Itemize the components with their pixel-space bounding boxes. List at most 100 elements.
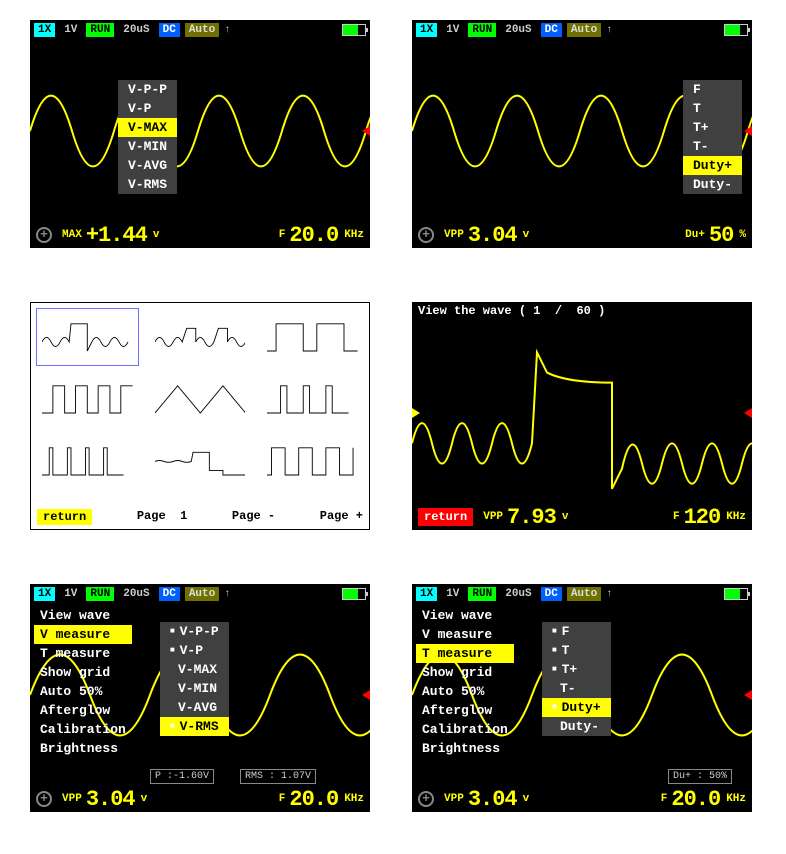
sub-t[interactable]: T	[542, 641, 611, 660]
menu-brightness[interactable]: Brightness	[34, 739, 132, 758]
zoom-icon[interactable]: +	[36, 791, 52, 807]
menu-t-measure[interactable]: T measure	[416, 644, 514, 663]
sub-duty-plus[interactable]: Duty+	[542, 698, 611, 717]
freq-value: 20.0	[289, 223, 338, 248]
menu-v-min[interactable]: V-MIN	[118, 137, 177, 156]
v-measure-submenu[interactable]: V-P-P V-P V-MAX V-MIN V-AVG V-RMS	[160, 622, 229, 736]
t-measure-submenu[interactable]: F T T+ T- Duty+ Duty-	[542, 622, 611, 736]
gallery-page-prev[interactable]: Page -	[232, 509, 275, 525]
freq-value: 20.0	[671, 787, 720, 812]
wave-thumb-4[interactable]	[37, 371, 138, 427]
zoom-icon[interactable]: +	[418, 227, 434, 243]
menu-v-p-p[interactable]: V-P-P	[118, 80, 177, 99]
run-badge: RUN	[468, 587, 496, 601]
bottom-measurement-bar: + VPP 3.04 v F 20.0 KHz	[30, 786, 370, 812]
meas-value: 3.04	[468, 223, 517, 248]
sub-t-plus[interactable]: T+	[542, 660, 611, 679]
zoom-icon[interactable]: +	[36, 227, 52, 243]
menu-duty-minus[interactable]: Duty-	[683, 175, 742, 194]
menu-t-plus[interactable]: T+	[683, 118, 742, 137]
main-menu[interactable]: View wave V measure T measure Show grid …	[34, 606, 132, 758]
waveform-gallery: return Page 1 Page - Page +	[30, 302, 370, 530]
bottom-measurement-bar: return VPP 7.93 v F 120 KHz	[412, 504, 752, 530]
menu-v-avg[interactable]: V-AVG	[118, 156, 177, 175]
menu-v-p[interactable]: V-P	[118, 99, 177, 118]
wave-thumb-7[interactable]	[37, 433, 138, 489]
probe-badge: 1X	[34, 587, 55, 601]
waveform-area: V-P-P V-P V-MAX V-MIN V-AVG V-RMS	[30, 40, 370, 222]
menu-t-measure[interactable]: T measure	[34, 644, 132, 663]
menu-v-measure[interactable]: V measure	[34, 625, 132, 644]
menu-view-wave[interactable]: View wave	[34, 606, 132, 625]
wave-thumb-3[interactable]	[262, 309, 363, 365]
menu-t-minus[interactable]: T-	[683, 137, 742, 156]
menu-show-grid[interactable]: Show grid	[416, 663, 514, 682]
menu-calibration[interactable]: Calibration	[416, 720, 514, 739]
wave-thumb-6[interactable]	[262, 371, 363, 427]
vdiv-badge: 1V	[442, 23, 463, 37]
battery-icon	[342, 24, 366, 36]
menu-auto-50[interactable]: Auto 50%	[416, 682, 514, 701]
menu-auto-50[interactable]: Auto 50%	[34, 682, 132, 701]
tdiv-badge: 20uS	[501, 587, 535, 601]
sub-f[interactable]: F	[542, 622, 611, 641]
meas-unit: v	[141, 793, 148, 805]
tdiv-badge: 20uS	[119, 23, 153, 37]
meas-label: VPP	[483, 511, 503, 523]
probe-badge: 1X	[416, 587, 437, 601]
menu-show-grid[interactable]: Show grid	[34, 663, 132, 682]
probe-badge: 1X	[416, 23, 437, 37]
sub-v-p[interactable]: V-P	[160, 641, 229, 660]
status-p: P :-1.60V	[150, 769, 214, 784]
main-menu[interactable]: View wave V measure T measure Show grid …	[416, 606, 514, 758]
v-measure-menu[interactable]: V-P-P V-P V-MAX V-MIN V-AVG V-RMS	[118, 80, 177, 194]
menu-v-rms[interactable]: V-RMS	[118, 175, 177, 194]
trigger-edge-icon: ↑	[606, 25, 612, 36]
gallery-page-next[interactable]: Page +	[320, 509, 363, 525]
wave-thumb-5[interactable]	[150, 371, 251, 427]
wave-thumb-2[interactable]	[150, 309, 251, 365]
coupling-badge: DC	[541, 23, 562, 37]
t-measure-menu[interactable]: F T T+ T- Duty+ Duty-	[683, 80, 742, 194]
trigger-edge-icon: ↑	[606, 589, 612, 600]
coupling-badge: DC	[541, 587, 562, 601]
sub-duty-minus[interactable]: Duty-	[542, 717, 611, 736]
menu-brightness[interactable]: Brightness	[416, 739, 514, 758]
sub-v-max[interactable]: V-MAX	[160, 660, 229, 679]
trigger-badge: Auto	[567, 23, 601, 37]
sub-v-min[interactable]: V-MIN	[160, 679, 229, 698]
menu-afterglow[interactable]: Afterglow	[416, 701, 514, 720]
oscilloscope-panel-5: 1X 1V RUN 20uS DC Auto ↑ View wave V mea…	[30, 584, 370, 812]
menu-view-wave[interactable]: View wave	[416, 606, 514, 625]
freq-unit: %	[739, 229, 746, 241]
sub-v-p-p[interactable]: V-P-P	[160, 622, 229, 641]
wave-thumb-1[interactable]	[37, 309, 138, 365]
zoom-icon[interactable]: +	[418, 791, 434, 807]
gallery-return-button[interactable]: return	[37, 509, 92, 525]
top-status-bar: 1X 1V RUN 20uS DC Auto ↑	[412, 584, 752, 604]
wave-thumb-9[interactable]	[262, 433, 363, 489]
trigger-marker-right	[362, 690, 370, 700]
battery-icon	[724, 24, 748, 36]
sub-v-rms[interactable]: V-RMS	[160, 717, 229, 736]
freq-label: F	[673, 511, 680, 523]
freq-unit: KHz	[726, 511, 746, 523]
coupling-badge: DC	[159, 23, 180, 37]
return-button[interactable]: return	[418, 508, 473, 526]
freq-label: F	[661, 793, 668, 805]
menu-calibration[interactable]: Calibration	[34, 720, 132, 739]
sub-t-minus[interactable]: T-	[542, 679, 611, 698]
wave-thumb-8[interactable]	[150, 433, 251, 489]
bottom-measurement-bar: + VPP 3.04 v F 20.0 KHz	[412, 786, 752, 812]
menu-f[interactable]: F	[683, 80, 742, 99]
sub-v-avg[interactable]: V-AVG	[160, 698, 229, 717]
menu-afterglow[interactable]: Afterglow	[34, 701, 132, 720]
menu-t[interactable]: T	[683, 99, 742, 118]
menu-v-measure[interactable]: V measure	[416, 625, 514, 644]
menu-duty-plus[interactable]: Duty+	[683, 156, 742, 175]
freq-label: F	[279, 793, 286, 805]
top-status-bar: 1X 1V RUN 20uS DC Auto ↑	[412, 20, 752, 40]
trigger-badge: Auto	[567, 587, 601, 601]
menu-v-max[interactable]: V-MAX	[118, 118, 177, 137]
waveform-area: F T T+ T- Duty+ Duty-	[412, 40, 752, 222]
